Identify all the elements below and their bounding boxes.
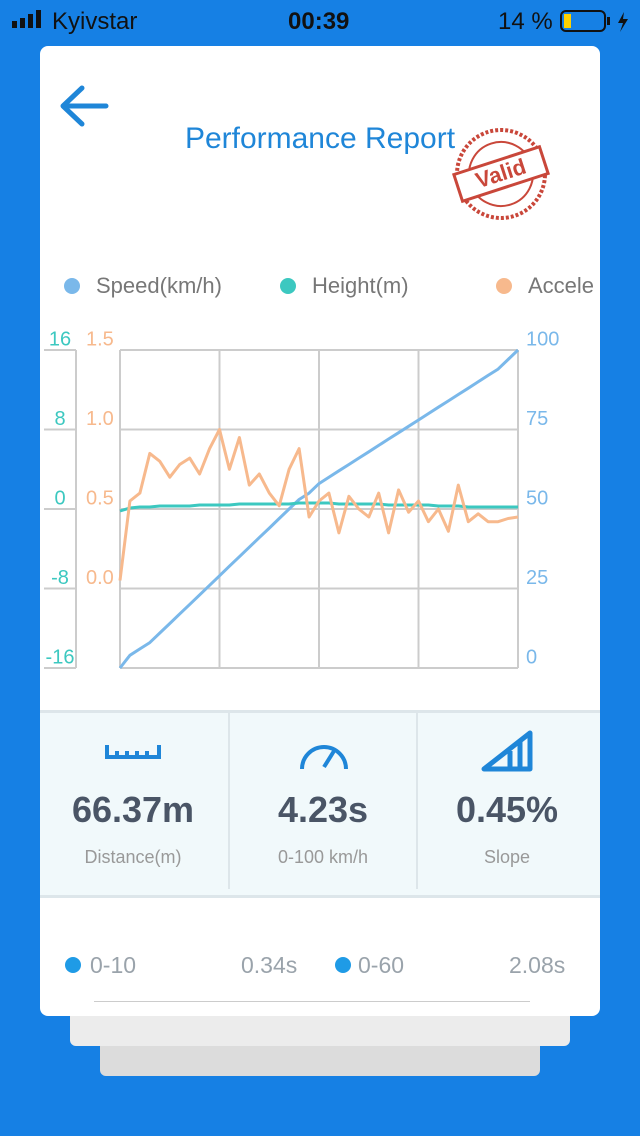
y3-tick-label: 0.0 [86,567,114,589]
legend-label: Accele [528,273,594,298]
y-tick-label: 0 [54,487,65,509]
split-label: 0-10 [90,952,137,978]
split-dot [335,957,351,973]
carrier: Kyivstar [52,8,138,35]
time: 00:39 [288,8,350,35]
y-tick-label: 16 [49,328,71,350]
signal-icon [12,10,41,28]
gauge-icon [300,745,348,770]
divider [94,1001,530,1002]
y2-tick-label: 50 [526,487,548,509]
y2-tick-label: 75 [526,408,548,430]
y3-tick-label: 1.5 [86,328,114,350]
stat-value: 0.45% [455,789,559,830]
stat-value: 4.23s [277,789,369,830]
legend-dot [280,278,296,294]
y3-tick-label: 0.5 [86,487,114,509]
series-line [118,348,520,669]
page-title: Performance Report [184,122,456,155]
y2-tick-label: 0 [526,646,537,668]
stat-label: 0-100 km/h [277,847,369,867]
stat-acceleration: 4.23s 0-100 km/h [228,713,418,889]
stat-value: 66.37m [71,789,195,830]
y-tick-label: -16 [46,646,75,668]
y-tick-label: -8 [51,567,69,589]
split-time: 2.08s [509,952,566,978]
slope-icon [481,730,533,772]
signal [12,8,48,36]
stat-label: Slope [483,847,531,867]
y-tick-label: 8 [54,408,65,430]
series-line [118,428,519,581]
legend-dot [64,278,80,294]
stat-slope: 0.45% Slope [414,713,600,889]
back-button[interactable] [58,84,114,128]
legend-label: Height(m) [312,273,409,298]
legend-dot [496,278,512,294]
y3-tick-label: 1.0 [86,408,114,430]
stats-panel: 66.37m Distance(m) 4.23s 0-100 km/h 0.45… [40,710,600,898]
stat-label: Distance(m) [84,847,182,867]
legend-label: Speed(km/h) [96,273,222,298]
split-dot [65,957,81,973]
battery-level: 14 % [498,8,553,35]
ruler-icon [105,745,161,759]
y2-tick-label: 100 [526,328,559,350]
split-label: 0-60 [358,952,405,978]
battery-icon [560,10,628,32]
split-time: 0.34s [241,952,298,978]
valid-stamp: Valid [451,128,551,220]
chart: -16 -8 0 8 16 0.0 0.5 1.0 1.5 0 25 50 75 100 Speed(km/… [44,273,594,669]
stat-distance: 66.37m Distance(m) [40,713,226,889]
y2-tick-label: 25 [526,567,548,589]
